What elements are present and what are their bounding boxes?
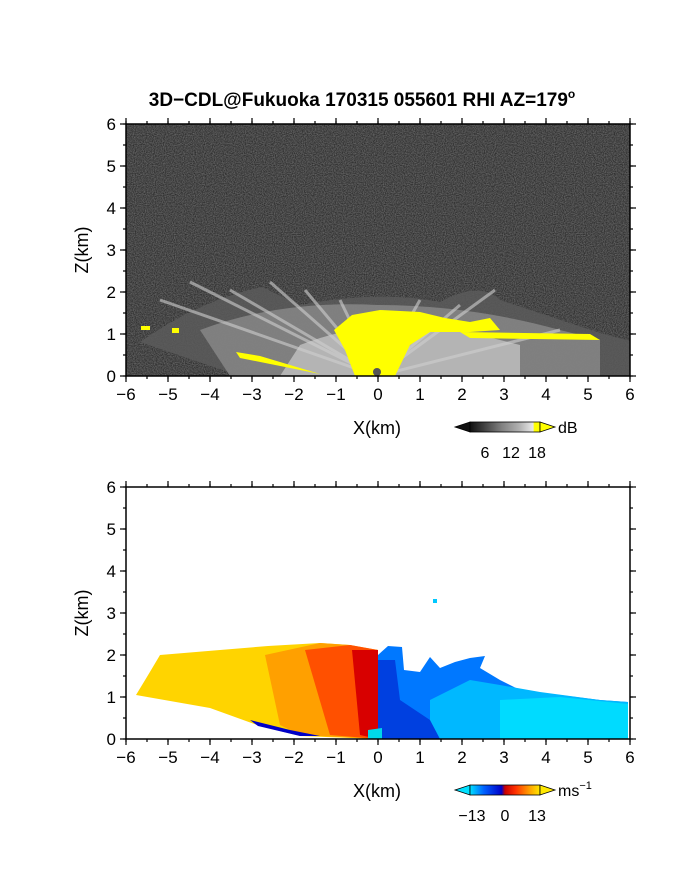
velocity-unit-superscript: −1 (579, 780, 592, 792)
velocity-ytick-label: 6 (107, 478, 116, 497)
snr-radar-origin (373, 368, 381, 376)
snr-xtick-label: −1 (326, 385, 345, 404)
velocity-colorbar: ms−1 −13 0 13 (453, 780, 592, 825)
snr-ytick-label: 2 (107, 283, 116, 302)
snr-ytick-label: 5 (107, 157, 116, 176)
velocity-xtick-label: 0 (373, 748, 382, 767)
velocity-colorbar-tick-max: 13 (528, 808, 546, 825)
snr-ytick-label: 6 (107, 115, 116, 134)
snr-xtick-label: −5 (158, 385, 177, 404)
velocity-ylabel: Z(km) (72, 590, 92, 637)
velocity-xtick-label: −3 (242, 748, 261, 767)
figure-title: 3D−CDL@Fukuoka 170315 055601 RHI AZ=179o (149, 87, 576, 111)
velocity-ytick-label: 5 (107, 520, 116, 539)
snr-colorbar-unit: dB (558, 420, 578, 437)
snr-xtick-label: 0 (373, 385, 382, 404)
velocity-xtick-label: −4 (200, 748, 219, 767)
snr-xtick-label: −2 (284, 385, 303, 404)
snr-xtick-label: −4 (200, 385, 219, 404)
velocity-xtick-label: 6 (625, 748, 634, 767)
velocity-xtick-label: −1 (326, 748, 345, 767)
velocity-colorbar-tick-min: −13 (458, 808, 485, 825)
velocity-ytick-label: 2 (107, 646, 116, 665)
snr-xtick-label: 4 (541, 385, 550, 404)
velocity-panel: −6 −5 −4 −3 −2 −1 0 1 2 3 4 5 6 0 1 2 3 4 5 6 X(km) Z(km) m… (72, 478, 636, 825)
velocity-xtick-label: −2 (284, 748, 303, 767)
snr-xtick-label: 2 (457, 385, 466, 404)
snr-ticks: −6 −5 −4 −3 −2 −1 0 1 2 3 4 5 6 0 1 2 3 4 5 6 (107, 115, 636, 404)
snr-xtick-label: −6 (116, 385, 135, 404)
snr-high-region (141, 310, 600, 376)
velocity-xtick-label: 5 (583, 748, 592, 767)
snr-xtick-label: 3 (499, 385, 508, 404)
velocity-ytick-label: 4 (107, 562, 116, 581)
velocity-ytick-label: 0 (107, 730, 116, 749)
velocity-xtick-label: 4 (541, 748, 550, 767)
snr-ylabel: Z(km) (72, 227, 92, 274)
velocity-xtick-label: 2 (457, 748, 466, 767)
snr-ytick-label: 3 (107, 241, 116, 260)
velocity-ytick-label: 3 (107, 604, 116, 623)
snr-xtick-label: 6 (625, 385, 634, 404)
title-degree-superscript: o (568, 87, 575, 101)
velocity-xlabel: X(km) (353, 781, 401, 801)
snr-xtick-label: 1 (415, 385, 424, 404)
snr-colorbar-tick-12: 12 (502, 445, 520, 462)
velocity-ticks: −6 −5 −4 −3 −2 −1 0 1 2 3 4 5 6 0 1 2 3 4 5 6 (107, 478, 636, 767)
velocity-positive-region (136, 643, 382, 739)
snr-xlabel: X(km) (353, 418, 401, 438)
snr-ytick-label: 0 (107, 367, 116, 386)
velocity-colorbar-tick-zero: 0 (501, 808, 510, 825)
snr-ytick-label: 4 (107, 199, 116, 218)
snr-ytick-label: 1 (107, 325, 116, 344)
velocity-negative-region (378, 599, 628, 739)
snr-colorbar: dB 6 12 18 (453, 420, 578, 462)
snr-xtick-label: 5 (583, 385, 592, 404)
velocity-ytick-label: 1 (107, 688, 116, 707)
velocity-xtick-label: −5 (158, 748, 177, 767)
velocity-xtick-label: −6 (116, 748, 135, 767)
velocity-colorbar-unit: ms−1 (558, 780, 592, 800)
velocity-xtick-label: 1 (415, 748, 424, 767)
snr-xtick-label: −3 (242, 385, 261, 404)
snr-colorbar-tick-6: 6 (481, 445, 490, 462)
snr-colorbar-tick-18: 18 (528, 445, 546, 462)
velocity-xtick-label: 3 (499, 748, 508, 767)
